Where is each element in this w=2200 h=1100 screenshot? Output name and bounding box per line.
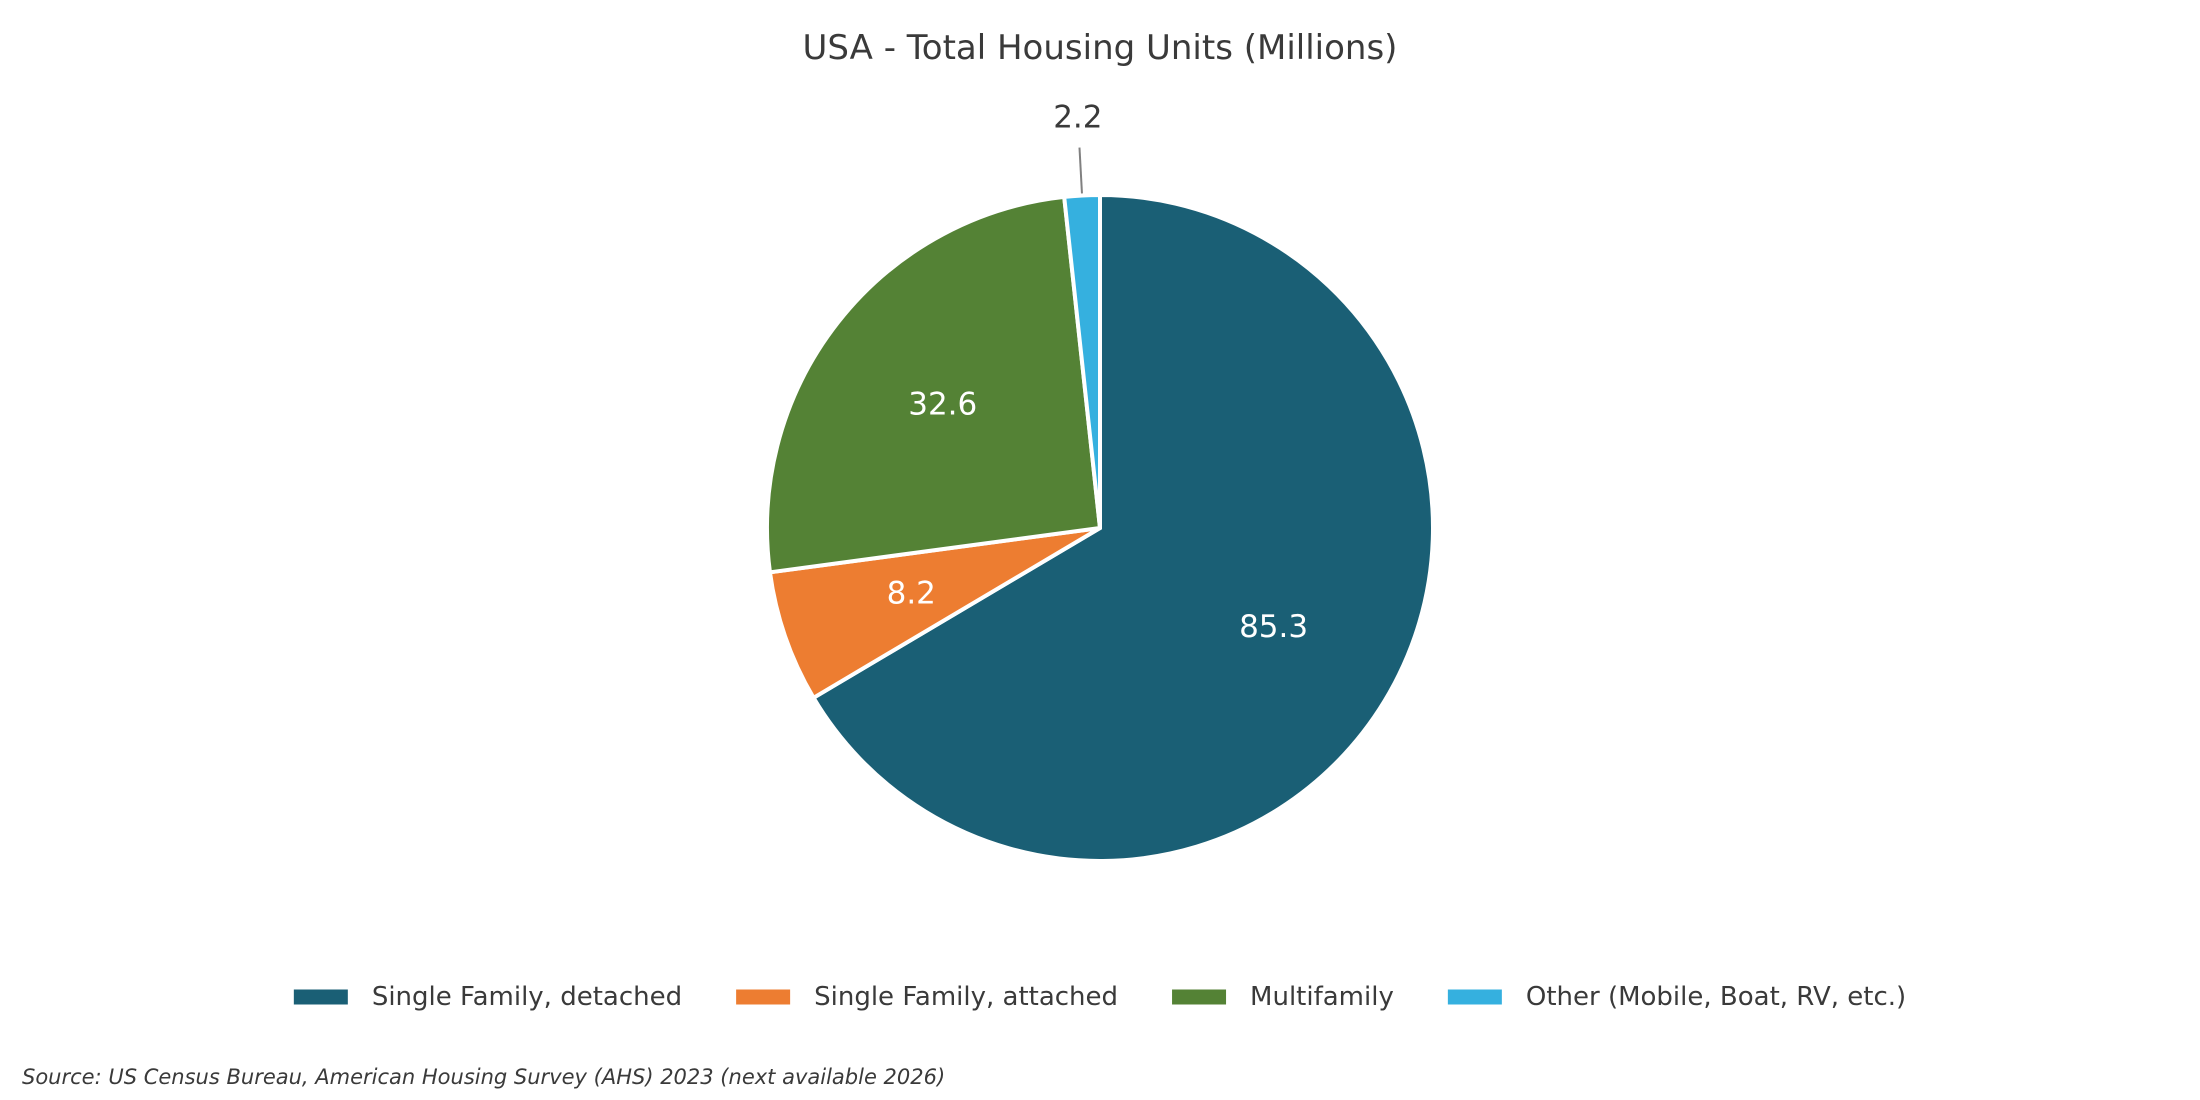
slice-label-multifamily: 32.6 [908,387,977,423]
legend-label-single-family-attached: Single Family, attached [814,982,1118,1012]
legend-swatch-other-mobile-boat-rv-etc [1447,989,1502,1005]
slice-label-single-family-detached: 85.3 [1239,609,1308,645]
legend-item-single-family-detached: Single Family, detached [293,982,682,1012]
legend-swatch-single-family-detached [293,989,348,1005]
legend-item-multifamily: Multifamily [1172,982,1394,1012]
legend-swatch-single-family-attached [736,989,791,1005]
pie-slice-single-family-attached [767,526,1102,700]
legend: Single Family, detached Single Family, at… [293,982,1906,1012]
pie-labels: 85.3 8.2 32.6 2.2 [887,100,1309,645]
legend-label-other-mobile-boat-rv-etc: Other (Mobile, Boat, RV, etc.) [1526,982,1906,1012]
legend-item-single-family-attached: Single Family, attached [736,982,1118,1012]
pie-slice-multifamily [765,194,1102,575]
slice-label-other-mobile-boat-rv-etc: 2.2 [1053,100,1102,136]
legend-label-single-family-detached: Single Family, detached [372,982,682,1012]
pie-slices [765,193,1435,863]
slice-label-single-family-attached: 8.2 [887,576,936,612]
leader-line-other-mobile-boat-rv-etc [1078,147,1083,194]
legend-label-multifamily: Multifamily [1250,982,1394,1012]
chart-title: USA - Total Housing Units (Millions) [803,28,1398,68]
legend-item-other-mobile-boat-rv-etc: Other (Mobile, Boat, RV, etc.) [1447,982,1906,1012]
pie-slice-other-mobile-boat-rv-etc [1062,193,1102,530]
pie-slice-single-family-detached [811,193,1435,863]
source-note: Source: US Census Bureau, American Housi… [22,1065,945,1089]
legend-swatch-multifamily [1172,989,1227,1005]
